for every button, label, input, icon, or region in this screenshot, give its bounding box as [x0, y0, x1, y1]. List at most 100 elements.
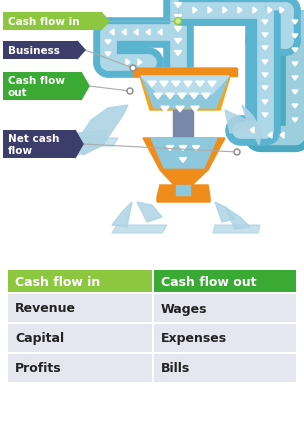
Polygon shape — [146, 30, 150, 36]
Text: Cash flow out: Cash flow out — [161, 275, 257, 288]
Text: Bills: Bills — [161, 362, 190, 375]
Polygon shape — [208, 8, 212, 14]
Text: Cash flow in: Cash flow in — [8, 17, 80, 27]
Text: Cash flow
out: Cash flow out — [8, 76, 65, 98]
Polygon shape — [280, 133, 284, 139]
FancyBboxPatch shape — [154, 354, 296, 382]
Polygon shape — [122, 30, 126, 36]
Polygon shape — [179, 146, 187, 151]
Polygon shape — [262, 101, 268, 105]
Polygon shape — [193, 8, 197, 14]
Polygon shape — [192, 146, 200, 151]
Polygon shape — [141, 77, 229, 95]
Polygon shape — [292, 63, 298, 67]
FancyBboxPatch shape — [154, 294, 296, 322]
FancyBboxPatch shape — [3, 13, 101, 31]
Polygon shape — [160, 82, 168, 88]
FancyBboxPatch shape — [8, 294, 152, 322]
Circle shape — [174, 18, 181, 25]
Polygon shape — [225, 208, 250, 230]
Polygon shape — [151, 139, 217, 169]
Polygon shape — [172, 82, 180, 88]
Polygon shape — [81, 73, 89, 101]
Polygon shape — [174, 40, 181, 44]
Polygon shape — [208, 82, 216, 88]
Polygon shape — [253, 8, 257, 14]
Polygon shape — [202, 94, 210, 100]
Text: Cash flow in: Cash flow in — [15, 275, 100, 288]
Polygon shape — [133, 69, 237, 77]
Polygon shape — [250, 128, 254, 134]
Polygon shape — [178, 94, 186, 100]
Polygon shape — [262, 21, 268, 25]
Polygon shape — [112, 203, 132, 227]
Polygon shape — [262, 114, 268, 118]
Polygon shape — [126, 60, 130, 66]
Polygon shape — [179, 158, 187, 163]
Polygon shape — [173, 111, 193, 139]
Polygon shape — [141, 77, 229, 109]
Polygon shape — [223, 8, 227, 14]
Polygon shape — [215, 203, 235, 222]
FancyBboxPatch shape — [8, 354, 152, 382]
Polygon shape — [174, 52, 181, 56]
FancyBboxPatch shape — [3, 42, 77, 60]
Polygon shape — [292, 35, 298, 39]
Polygon shape — [238, 8, 242, 14]
Polygon shape — [292, 91, 298, 95]
Text: Net cash
flow: Net cash flow — [8, 134, 59, 155]
Polygon shape — [292, 49, 298, 53]
Text: Wages: Wages — [161, 302, 208, 315]
Polygon shape — [138, 60, 142, 66]
Polygon shape — [268, 133, 272, 139]
Polygon shape — [262, 61, 268, 65]
Polygon shape — [225, 111, 262, 134]
Polygon shape — [262, 87, 268, 91]
Circle shape — [130, 66, 136, 72]
Polygon shape — [262, 47, 268, 51]
Polygon shape — [161, 107, 169, 113]
Text: Expenses: Expenses — [161, 332, 227, 345]
Polygon shape — [78, 106, 128, 156]
Polygon shape — [166, 94, 174, 100]
Polygon shape — [105, 53, 111, 57]
Polygon shape — [190, 94, 198, 100]
Polygon shape — [148, 82, 156, 88]
Polygon shape — [262, 74, 268, 78]
Text: Revenue: Revenue — [15, 302, 76, 315]
Polygon shape — [154, 94, 162, 100]
Polygon shape — [110, 30, 114, 36]
FancyBboxPatch shape — [3, 131, 75, 159]
Polygon shape — [134, 30, 138, 36]
Polygon shape — [292, 105, 298, 109]
Polygon shape — [184, 82, 192, 88]
Text: Profits: Profits — [15, 362, 62, 375]
Polygon shape — [242, 106, 262, 146]
Polygon shape — [176, 186, 190, 196]
Polygon shape — [196, 82, 204, 88]
Polygon shape — [166, 146, 174, 151]
FancyBboxPatch shape — [154, 324, 296, 352]
Polygon shape — [143, 139, 225, 203]
Polygon shape — [174, 28, 181, 32]
Circle shape — [234, 150, 240, 156]
Polygon shape — [77, 42, 85, 60]
Polygon shape — [174, 15, 181, 20]
Polygon shape — [158, 30, 162, 36]
Polygon shape — [133, 69, 237, 111]
Circle shape — [127, 89, 133, 95]
Polygon shape — [112, 225, 167, 233]
Polygon shape — [262, 34, 268, 38]
Polygon shape — [268, 8, 272, 14]
Circle shape — [175, 19, 181, 25]
Polygon shape — [292, 77, 298, 81]
Polygon shape — [292, 21, 298, 25]
FancyBboxPatch shape — [8, 324, 152, 352]
Polygon shape — [78, 131, 108, 156]
Polygon shape — [292, 119, 298, 123]
FancyBboxPatch shape — [154, 270, 296, 292]
Polygon shape — [101, 13, 109, 31]
Polygon shape — [213, 225, 260, 233]
Text: Business: Business — [8, 46, 60, 56]
Polygon shape — [75, 131, 83, 159]
